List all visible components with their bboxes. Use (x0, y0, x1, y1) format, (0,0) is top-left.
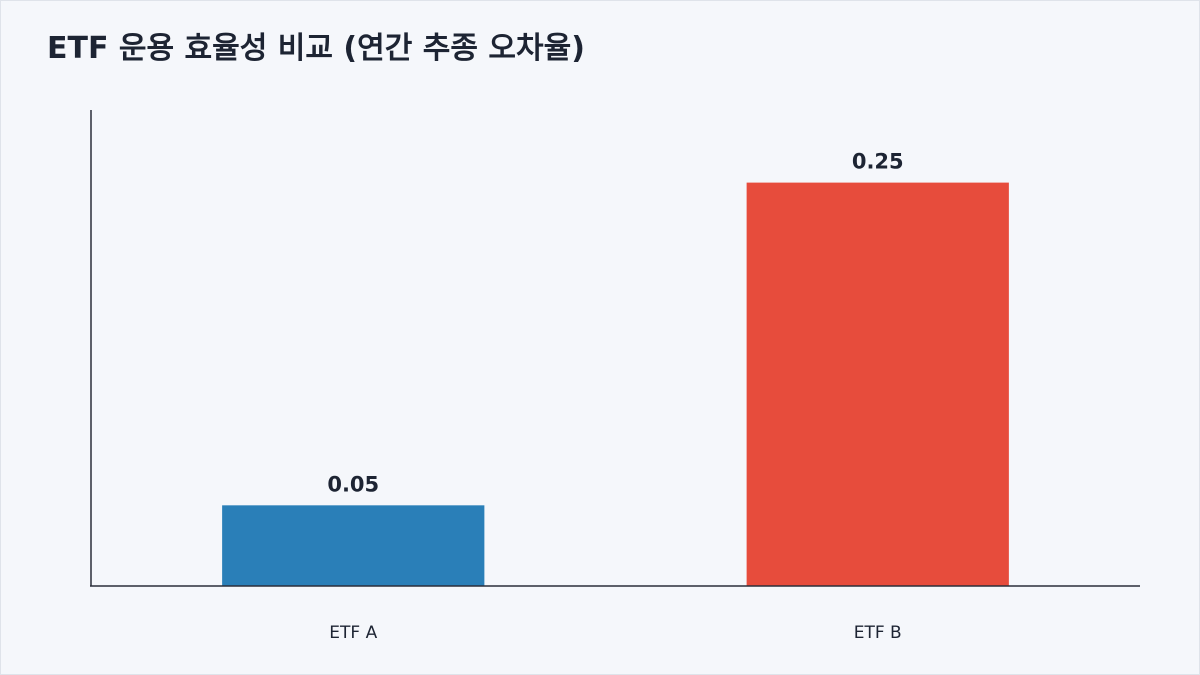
x-tick-label-etf-b: ETF B (854, 623, 902, 643)
chart-title: ETF 운용 효율성 비교 (연간 추종 오차율) (47, 31, 585, 66)
bar-etf-a (222, 505, 485, 586)
bar-etf-b (746, 182, 1009, 586)
x-tick-label-etf-a: ETF A (329, 623, 377, 643)
data-label-etf-b: 0.25 (852, 150, 904, 174)
data-label-etf-a: 0.05 (327, 472, 379, 496)
